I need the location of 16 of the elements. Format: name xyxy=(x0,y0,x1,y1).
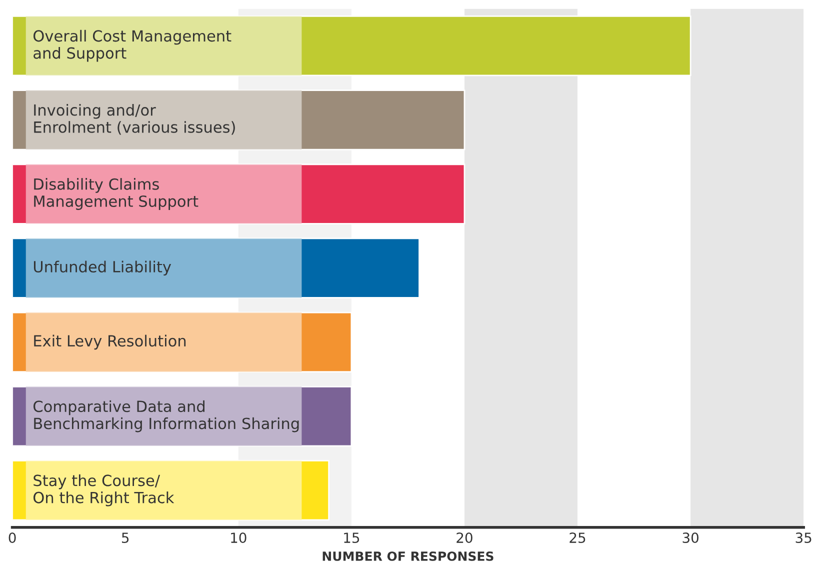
x-axis-title: NUMBER OF RESPONSES xyxy=(322,551,494,561)
x-tick-label: 25 xyxy=(570,532,586,544)
x-tick-label: 35 xyxy=(796,532,812,544)
y-tick-label: Unfunded Liability xyxy=(34,260,172,276)
x-tick-label: 30 xyxy=(682,532,698,544)
x-tick-label: 20 xyxy=(456,532,472,544)
y-tick-label: Exit Levy Resolution xyxy=(34,334,186,350)
y-tick-label: Stay the Course/ On the Right Track xyxy=(34,474,174,506)
x-tick-label: 0 xyxy=(8,532,16,544)
y-tick-label: Comparative Data and Benchmarking Information Sharing xyxy=(34,400,299,432)
x-tick-label: 10 xyxy=(231,532,246,544)
y-tick-label: Invoicing and/or Enrolment (various issues) xyxy=(34,104,235,135)
y-tick-label: Overall Cost Management and Support xyxy=(34,30,232,62)
x-tick-label: 15 xyxy=(344,532,360,544)
y-tick-label: Disability Claims Management Support xyxy=(34,178,198,210)
x-tick-label: 5 xyxy=(122,532,129,544)
